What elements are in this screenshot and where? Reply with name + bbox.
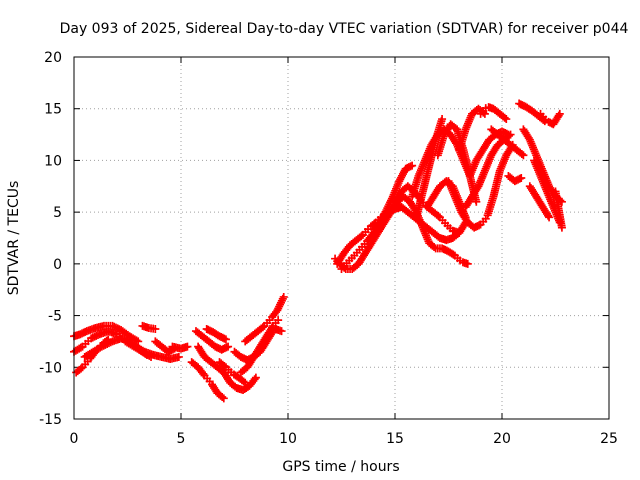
data-point (99, 341, 108, 350)
x-tick-label: 0 (70, 431, 79, 447)
data-point (517, 174, 526, 183)
series-track-40 (551, 187, 566, 232)
series-track-10 (191, 327, 233, 354)
data-point (103, 340, 112, 349)
data-point (554, 111, 563, 120)
data-point (258, 323, 267, 332)
y-tick-label: 10 (44, 153, 62, 169)
x-tick-label: 25 (600, 431, 618, 447)
series-track-17 (241, 292, 288, 346)
data-point (449, 250, 458, 259)
data-point (557, 223, 566, 232)
data-point (504, 130, 513, 139)
data-point (502, 115, 511, 124)
data-point (274, 316, 283, 325)
series-track-8 (168, 342, 192, 353)
y-tick-label: 5 (53, 205, 62, 221)
series-track-9 (187, 358, 228, 403)
data-point (97, 342, 106, 351)
x-tick-label: 15 (386, 431, 404, 447)
data-point (434, 212, 443, 221)
series-track-32 (476, 103, 511, 124)
y-tick-label: -5 (48, 309, 62, 325)
series-track-39 (536, 109, 564, 129)
series-track-16 (236, 316, 283, 377)
data-point (517, 149, 526, 158)
series-track-38 (525, 182, 554, 222)
series-track-13 (215, 358, 250, 387)
data-point (151, 325, 160, 334)
data-point (438, 115, 447, 124)
chart-title: Day 093 of 2025, Sidereal Day-to-day VTE… (60, 21, 629, 37)
x-axis-label: GPS time / hours (282, 459, 399, 475)
y-tick-label: -10 (39, 360, 62, 376)
data-point (76, 343, 85, 352)
data-point (221, 335, 230, 344)
data-point (174, 352, 183, 361)
y-tick-label: -15 (39, 412, 62, 428)
x-tick-label: 5 (177, 431, 186, 447)
series-track-14 (219, 368, 260, 395)
data-point (76, 364, 85, 373)
series-track-34 (504, 171, 526, 186)
data-point (472, 197, 481, 206)
x-tick-label: 20 (493, 431, 511, 447)
data-point (199, 369, 208, 378)
data-point (251, 373, 260, 382)
plot-frame (73, 56, 610, 420)
y-tick-label: 0 (53, 257, 62, 273)
data-point (277, 327, 286, 336)
data-point (544, 211, 553, 220)
series-track-28 (444, 140, 517, 232)
y-axis-label: SDTVAR / TECUs (6, 181, 22, 296)
data-point (463, 259, 472, 268)
data-point (357, 232, 366, 241)
x-tick-label: 10 (279, 431, 297, 447)
data-point (545, 213, 554, 222)
series-track-12 (202, 325, 230, 344)
y-tick-label: 20 (44, 50, 62, 66)
series-track-35 (515, 99, 549, 126)
data-point (219, 394, 228, 403)
data-point (104, 339, 113, 348)
data-point (239, 377, 248, 386)
data-point (218, 393, 227, 402)
series-track-6 (138, 321, 160, 334)
series-track-21 (337, 161, 417, 274)
data-point (279, 292, 288, 301)
data-point (430, 243, 439, 252)
series-track-2 (70, 321, 143, 346)
series-track-5 (123, 337, 183, 364)
data-points-layer (70, 99, 566, 403)
series-track-18 (271, 325, 286, 336)
data-point (101, 340, 110, 349)
data-point (183, 342, 192, 351)
data-point (224, 342, 233, 351)
y-tick-label: 15 (44, 102, 62, 118)
data-point (519, 151, 528, 160)
series-track-33 (487, 125, 528, 160)
data-point (555, 109, 564, 118)
data-point (408, 161, 417, 170)
data-point (250, 375, 259, 384)
data-point (500, 113, 509, 122)
